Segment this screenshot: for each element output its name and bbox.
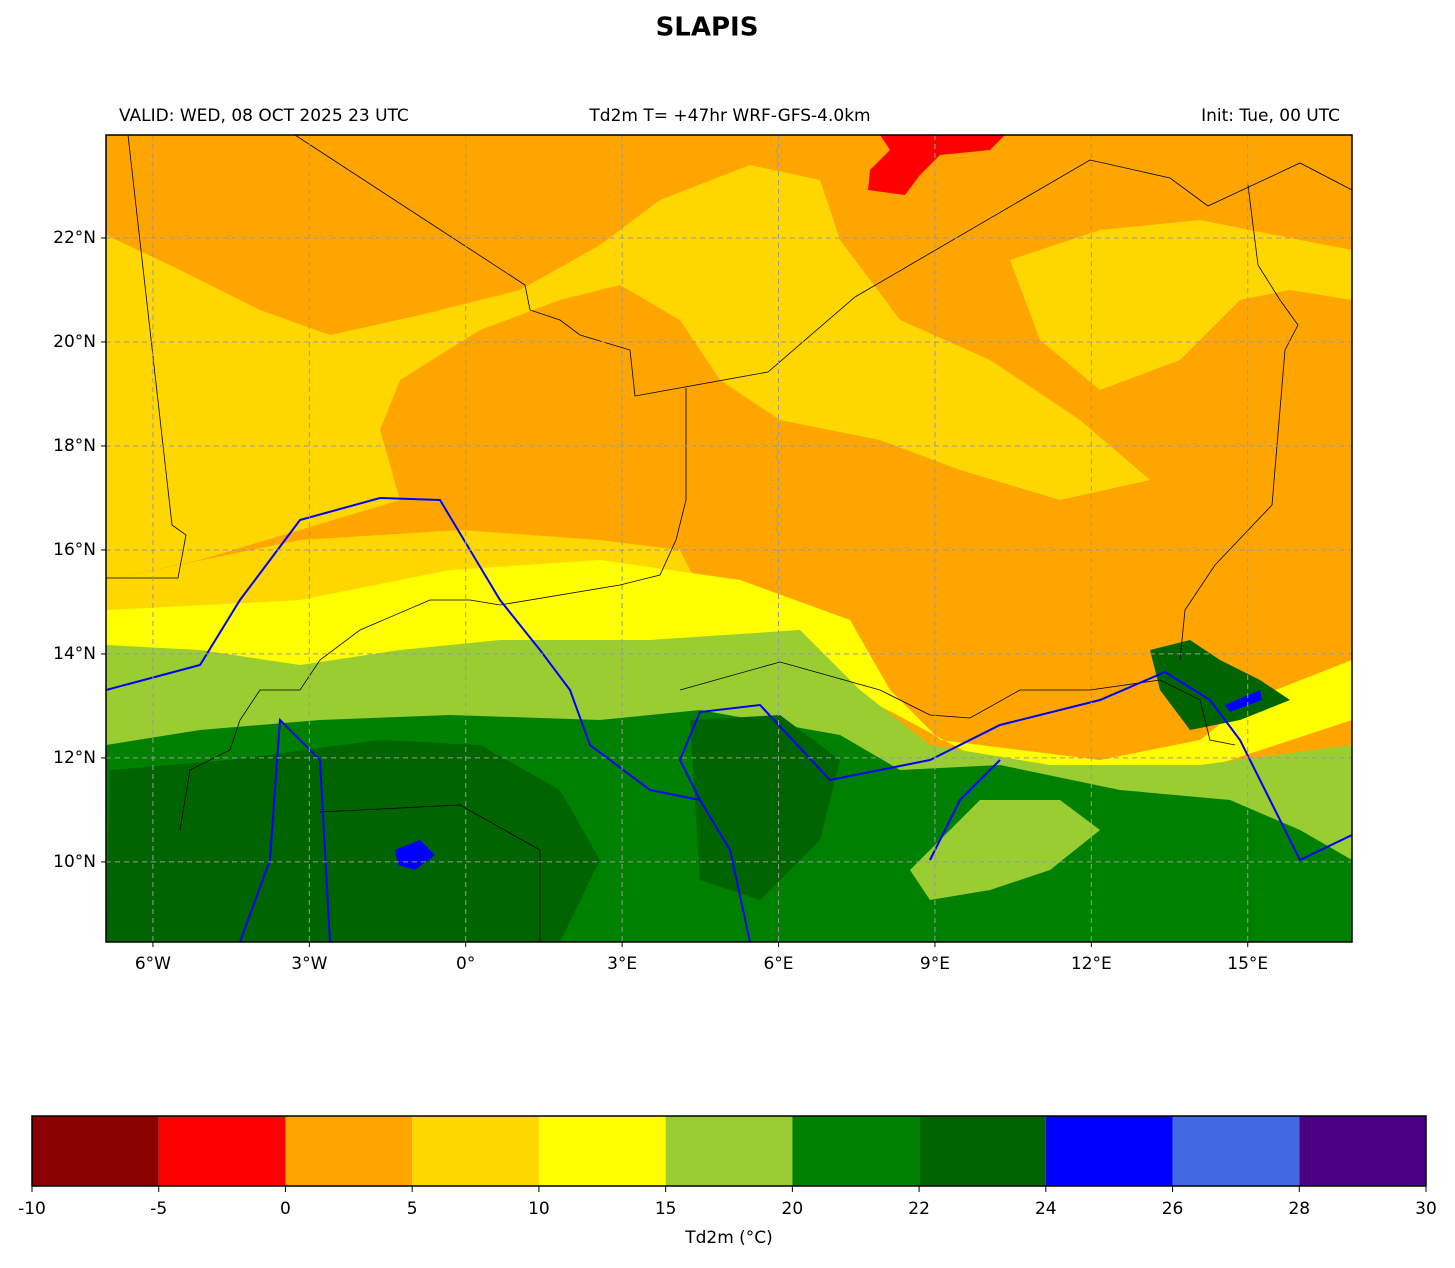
colorbar-tick-label: 10 <box>528 1199 550 1219</box>
y-tick-label: 10°N <box>53 852 96 872</box>
colorbar-tick-label: 0 <box>280 1199 291 1219</box>
x-tick-label: 6°E <box>763 954 793 974</box>
colorbar-label: Td2m (°C) <box>684 1228 773 1248</box>
field-zone <box>1225 690 1262 712</box>
x-tick-label: 3°W <box>291 954 327 974</box>
field-zone <box>106 165 1150 580</box>
field-zone <box>910 800 1100 900</box>
x-tick-label: 12°E <box>1071 954 1112 974</box>
colorbar-bin <box>538 1116 666 1186</box>
y-tick-label: 16°N <box>53 540 96 560</box>
colorbar-bin <box>1172 1116 1300 1186</box>
colorbar-bin <box>158 1116 286 1186</box>
rivers <box>106 496 1352 942</box>
colorbar-bin <box>919 1116 1046 1186</box>
x-tick-label: 15°E <box>1227 954 1268 974</box>
colorbar-bin <box>792 1116 920 1186</box>
colorbar-tick-label: -10 <box>18 1199 46 1219</box>
map-frame <box>105 134 1353 943</box>
colorbar-tick-label: 22 <box>908 1199 930 1219</box>
x-tick-label: 3°E <box>607 954 637 974</box>
y-tick-label: 22°N <box>53 228 96 248</box>
x-tick-label: 9°E <box>920 954 950 974</box>
colorbar-bin <box>665 1116 793 1186</box>
dewpoint-field <box>106 135 1352 942</box>
colorbar-frame <box>31 1115 1427 1187</box>
y-tick-label: 14°N <box>53 644 96 664</box>
y-tick-label: 18°N <box>53 436 96 456</box>
x-tick-label: 6°W <box>135 954 171 974</box>
colorbar-tick-label: 26 <box>1162 1199 1184 1219</box>
run-info: Td2m T= +47hr WRF-GFS-4.0km <box>588 106 870 126</box>
borders <box>106 135 1352 942</box>
colorbar-tick-label: 5 <box>407 1199 418 1219</box>
colorbar-tick-label: 24 <box>1035 1199 1057 1219</box>
colorbar-bin <box>1299 1116 1426 1186</box>
field-zone <box>106 560 1352 770</box>
x-tick-label: 0° <box>456 954 475 974</box>
field-zone <box>690 715 840 900</box>
y-tick-label: 12°N <box>53 748 96 768</box>
colorbar-bin <box>32 1116 159 1186</box>
field-zone <box>868 135 1005 195</box>
y-tick-label: 20°N <box>53 332 96 352</box>
field-zone <box>106 740 600 942</box>
field-zone <box>1010 220 1352 390</box>
colorbar-tick-label: 30 <box>1415 1199 1437 1219</box>
field-zone <box>1150 640 1290 730</box>
colorbar-tick-label: 28 <box>1288 1199 1310 1219</box>
colorbar-tick-label: -5 <box>150 1199 167 1219</box>
valid-time: VALID: WED, 08 OCT 2025 23 UTC <box>119 106 409 126</box>
init-time: Init: Tue, 00 UTC <box>1201 106 1340 126</box>
lake <box>395 840 435 870</box>
colorbar-bin <box>412 1116 539 1186</box>
colorbar-tick-label: 15 <box>655 1199 677 1219</box>
colorbar-tick-label: 20 <box>782 1199 804 1219</box>
colorbar-bin <box>1045 1116 1173 1186</box>
title: SLAPIS <box>656 13 759 43</box>
colorbar-bin <box>285 1116 413 1186</box>
